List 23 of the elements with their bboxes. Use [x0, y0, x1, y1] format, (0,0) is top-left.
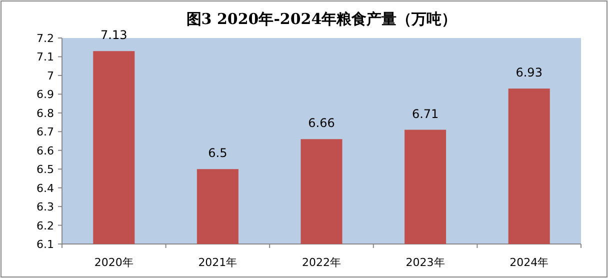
- x-tick-label: 2021年: [198, 256, 238, 269]
- y-tick-label: 6.6: [36, 144, 54, 158]
- y-tick-label: 6.9: [36, 88, 54, 102]
- data-label: 6.5: [208, 146, 228, 160]
- x-tick-label: 2024年: [510, 256, 549, 269]
- x-tick-label: 2020年: [94, 256, 134, 269]
- y-tick-label: 6.7: [36, 126, 54, 139]
- data-label: 6.93: [516, 66, 542, 80]
- y-tick-label: 6.2: [36, 219, 54, 232]
- y-tick-label: 7: [47, 69, 54, 82]
- data-label: 7.13: [100, 28, 128, 42]
- chart-title: 图3 2020年-2024年粮食产量（万吨）: [186, 10, 457, 28]
- x-tick-label: 2022年: [302, 256, 341, 269]
- data-label: 6.66: [308, 116, 335, 130]
- y-tick-label: 6.5: [36, 163, 54, 176]
- y-tick-label: 6.8: [36, 106, 54, 120]
- y-tick-label: 7.1: [36, 50, 54, 64]
- y-tick-label: 6.3: [36, 200, 54, 214]
- y-tick-label: 6.4: [36, 182, 54, 195]
- data-label: 6.71: [412, 106, 439, 121]
- y-tick-label: 6.1: [36, 238, 54, 251]
- x-tick-label: 2023年: [406, 256, 445, 269]
- y-tick-label: 7.2: [36, 32, 54, 45]
